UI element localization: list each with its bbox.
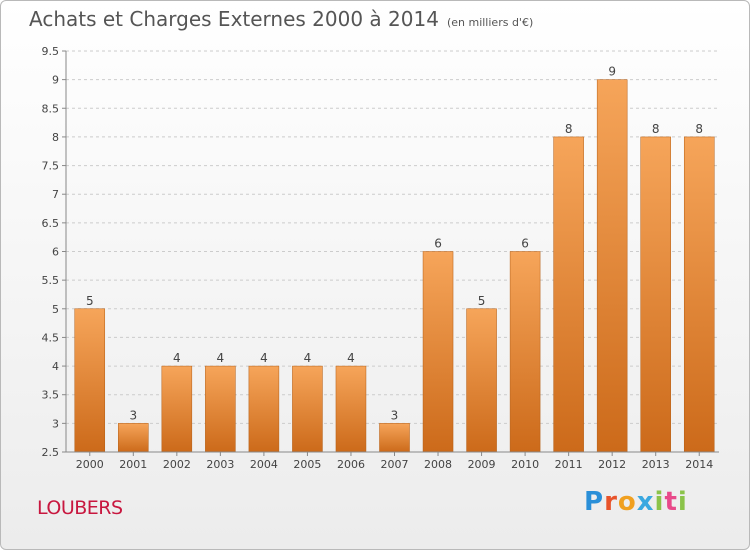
y-tick-label: 8 xyxy=(52,131,59,144)
logo-letter: P xyxy=(584,487,605,517)
bar-2005 xyxy=(292,365,323,453)
value-label: 8 xyxy=(652,122,660,136)
x-tick-label: 2001 xyxy=(119,458,147,471)
y-tick-label: 5 xyxy=(52,303,59,316)
y-tick-label: 9 xyxy=(52,74,59,87)
bar-2008 xyxy=(422,251,454,453)
value-label: 4 xyxy=(304,351,312,365)
y-tick-label: 3 xyxy=(52,417,59,430)
bar-2010 xyxy=(509,251,541,453)
proxiti-logo[interactable]: Proxiti xyxy=(584,487,688,517)
bar-2007 xyxy=(379,423,410,453)
y-tick-label: 7 xyxy=(52,188,59,201)
x-axis: 2000 2001 2002 2003 2004 2005 2006 2007 2008 2009… xyxy=(76,452,713,471)
value-label: 8 xyxy=(565,122,573,136)
city-name: LOUBERS xyxy=(37,497,123,519)
x-tick-label: 2008 xyxy=(424,458,452,471)
x-tick-label: 2009 xyxy=(468,458,496,471)
bar-2003 xyxy=(205,365,236,453)
value-label: 5 xyxy=(478,294,486,308)
bar-2013 xyxy=(640,136,671,453)
y-tick-label: 7.5 xyxy=(42,160,60,173)
x-tick-label: 2003 xyxy=(206,458,234,471)
y-tick-label: 9.5 xyxy=(42,45,60,58)
bar-2001 xyxy=(118,423,149,453)
chart-title: Achats et Charges Externes 2000 à 2014 (e… xyxy=(29,7,533,31)
y-tick-label: 2.5 xyxy=(42,446,60,459)
value-label: 4 xyxy=(260,351,268,365)
logo-letter: t xyxy=(664,487,678,517)
value-label: 6 xyxy=(434,237,442,251)
value-label: 8 xyxy=(695,122,703,136)
logo-letter: i xyxy=(677,487,688,517)
x-tick-label: 2006 xyxy=(337,458,365,471)
value-label: 4 xyxy=(347,351,355,365)
x-tick-label: 2011 xyxy=(555,458,583,471)
y-tick-label: 8.5 xyxy=(42,102,60,115)
bar-2000 xyxy=(74,308,106,453)
bar-2014 xyxy=(683,136,715,453)
bars: 5 3 4 4 4 4 4 3 6 5 6 8 9 8 8 xyxy=(74,65,715,453)
y-tick-label: 6 xyxy=(52,246,59,259)
value-label: 9 xyxy=(608,65,616,79)
bar-2006 xyxy=(335,365,367,453)
axis-lines xyxy=(65,51,719,453)
x-tick-label: 2007 xyxy=(381,458,409,471)
chart-unit: (en milliers d'€) xyxy=(446,16,534,29)
logo-letter: x xyxy=(636,487,655,517)
value-label: 5 xyxy=(86,294,94,308)
y-tick-label: 3.5 xyxy=(42,389,60,402)
value-label: 6 xyxy=(521,237,529,251)
x-tick-label: 2005 xyxy=(293,458,321,471)
logo-letter: o xyxy=(617,487,637,517)
x-tick-label: 2000 xyxy=(76,458,104,471)
bar-2012 xyxy=(596,79,628,453)
bar-2009 xyxy=(466,308,497,453)
logo-letter: r xyxy=(604,487,618,517)
logo-letter: i xyxy=(654,487,665,517)
x-tick-label: 2004 xyxy=(250,458,278,471)
value-label: 4 xyxy=(173,351,181,365)
bar-2002 xyxy=(161,365,193,453)
value-label: 4 xyxy=(217,351,225,365)
x-tick-label: 2002 xyxy=(163,458,191,471)
value-label: 3 xyxy=(129,408,137,422)
bar-2004 xyxy=(248,365,280,453)
y-tick-label: 4 xyxy=(52,360,59,373)
bar-2011 xyxy=(553,136,584,453)
y-tick-label: 4.5 xyxy=(42,331,60,344)
x-tick-label: 2014 xyxy=(685,458,713,471)
value-label: 3 xyxy=(391,408,399,422)
y-tick-label: 5.5 xyxy=(42,274,60,287)
y-tick-label: 6.5 xyxy=(42,217,60,230)
y-axis: 2.5 3 3.5 4 4.5 5 5.5 6 6.5 7 7.5 8 8.5 9 9.5 xyxy=(42,45,66,459)
x-tick-label: 2010 xyxy=(511,458,539,471)
chart-title-text: Achats et Charges Externes 2000 à 2014 xyxy=(29,7,439,31)
x-tick-label: 2013 xyxy=(642,458,670,471)
x-tick-label: 2012 xyxy=(598,458,626,471)
